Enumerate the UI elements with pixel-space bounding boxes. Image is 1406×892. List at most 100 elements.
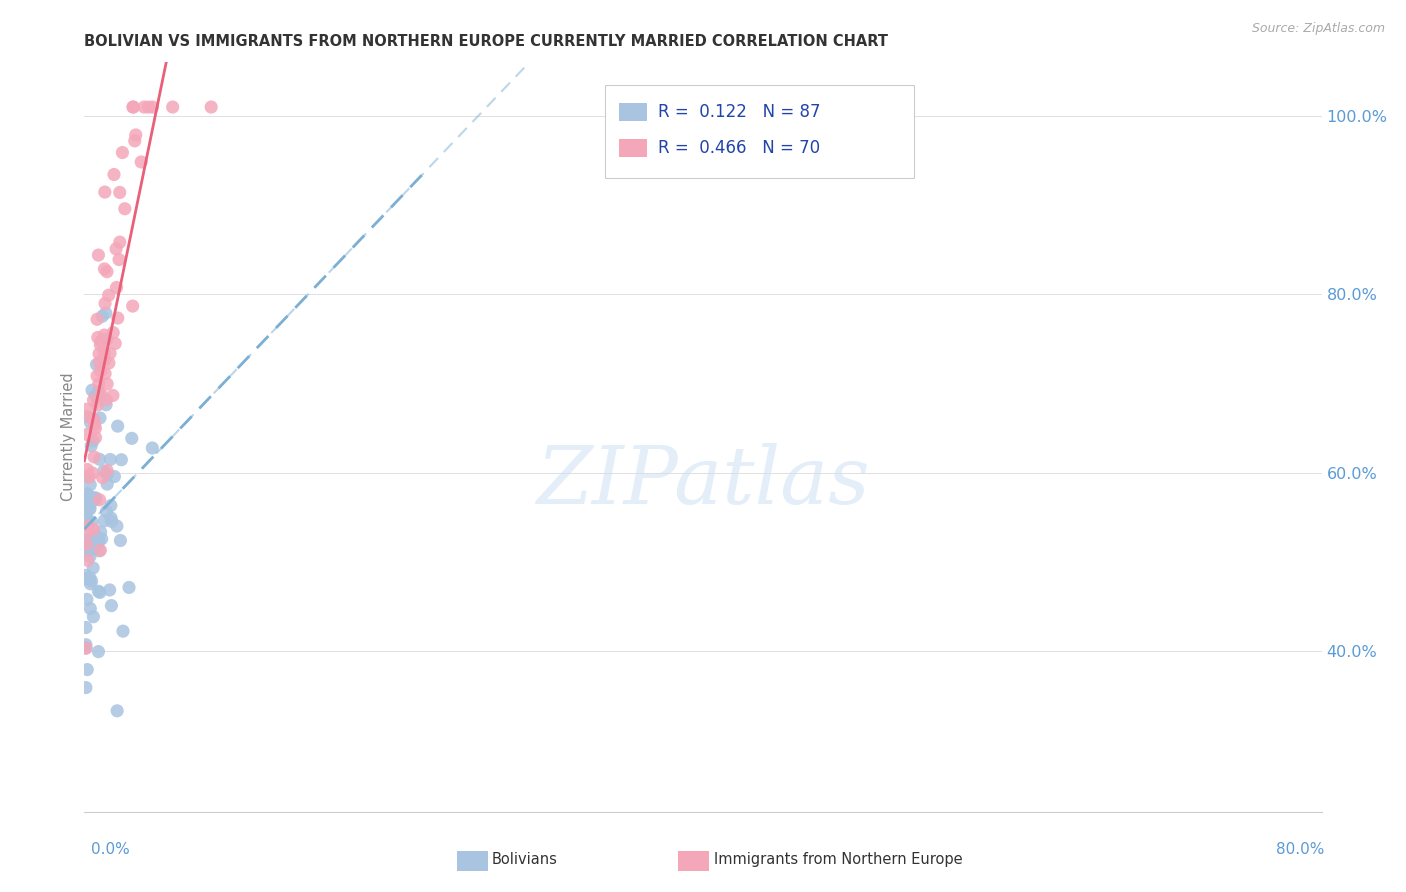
- Point: [89, 585, 111, 599]
- Point: [96, 376, 118, 391]
- Point: [80, 439, 103, 453]
- Point: [87, 533, 110, 548]
- Point: [89, 355, 111, 369]
- Point: [89, 337, 111, 351]
- Point: [76, 402, 98, 417]
- Point: [94, 398, 117, 412]
- Point: [86, 368, 108, 383]
- Point: [79, 410, 101, 425]
- Text: 0.0%: 0.0%: [91, 842, 131, 856]
- Point: [108, 186, 131, 200]
- Point: [76, 488, 98, 502]
- Point: [77, 519, 100, 533]
- Point: [76, 524, 98, 539]
- Point: [84, 389, 107, 403]
- Point: [114, 202, 136, 216]
- Point: [89, 452, 111, 467]
- Point: [83, 412, 105, 426]
- Point: [87, 535, 110, 549]
- Point: [87, 645, 110, 659]
- Point: [96, 265, 118, 279]
- Point: [96, 477, 118, 491]
- Text: ZIPatlas: ZIPatlas: [536, 443, 870, 521]
- Point: [124, 134, 146, 148]
- Point: [108, 235, 131, 249]
- Point: [84, 528, 107, 542]
- Y-axis label: Currently Married: Currently Married: [60, 373, 76, 501]
- Point: [111, 145, 134, 160]
- Point: [94, 296, 117, 310]
- Point: [98, 582, 121, 597]
- Point: [75, 572, 97, 586]
- Point: [79, 502, 101, 516]
- Point: [79, 500, 101, 515]
- Point: [76, 537, 98, 551]
- Point: [94, 306, 117, 320]
- Point: [105, 280, 128, 294]
- Point: [100, 515, 122, 529]
- Point: [86, 358, 108, 372]
- Point: [105, 704, 128, 718]
- Point: [141, 441, 163, 455]
- Point: [79, 416, 101, 430]
- Point: [87, 347, 110, 361]
- Point: [82, 393, 104, 408]
- Point: [82, 434, 104, 448]
- Point: [200, 100, 222, 114]
- Point: [76, 427, 98, 442]
- Point: [96, 332, 118, 346]
- Point: [96, 464, 118, 478]
- Point: [84, 492, 107, 507]
- Point: [103, 469, 125, 483]
- Point: [100, 599, 122, 613]
- Point: [79, 478, 101, 492]
- Point: [108, 252, 131, 267]
- Point: [87, 377, 110, 392]
- Point: [80, 383, 103, 397]
- Point: [96, 467, 118, 482]
- Point: [93, 352, 115, 367]
- Point: [93, 328, 115, 343]
- Point: [75, 513, 97, 527]
- Point: [90, 364, 112, 378]
- Point: [75, 469, 97, 483]
- Point: [80, 531, 103, 545]
- Point: [162, 100, 184, 114]
- Text: BOLIVIAN VS IMMIGRANTS FROM NORTHERN EUROPE CURRENTLY MARRIED CORRELATION CHART: BOLIVIAN VS IMMIGRANTS FROM NORTHERN EUR…: [84, 34, 889, 49]
- Point: [83, 522, 105, 536]
- Point: [98, 452, 121, 467]
- Text: R =  0.122   N = 87: R = 0.122 N = 87: [658, 103, 821, 121]
- Point: [76, 553, 98, 567]
- Point: [93, 345, 115, 359]
- Point: [79, 543, 101, 558]
- Point: [122, 100, 145, 114]
- Point: [90, 532, 112, 546]
- Point: [89, 411, 111, 425]
- Point: [76, 663, 98, 677]
- Point: [110, 452, 132, 467]
- Point: [84, 431, 107, 445]
- Point: [90, 387, 112, 401]
- Point: [77, 470, 100, 484]
- Point: [79, 543, 101, 558]
- Point: [118, 581, 141, 595]
- Point: [75, 640, 97, 655]
- Text: Immigrants from Northern Europe: Immigrants from Northern Europe: [714, 853, 963, 867]
- Point: [84, 421, 107, 435]
- Point: [105, 242, 128, 256]
- Point: [96, 504, 118, 518]
- Point: [142, 100, 165, 114]
- Point: [98, 346, 121, 360]
- Point: [91, 470, 114, 484]
- Point: [84, 388, 107, 402]
- Text: 80.0%: 80.0%: [1277, 842, 1324, 856]
- Point: [125, 128, 148, 142]
- Point: [86, 398, 108, 412]
- Point: [75, 497, 97, 511]
- Point: [94, 367, 117, 381]
- Point: [104, 336, 127, 351]
- Point: [75, 681, 97, 695]
- Text: Source: ZipAtlas.com: Source: ZipAtlas.com: [1251, 22, 1385, 36]
- Point: [83, 450, 105, 464]
- Point: [79, 577, 101, 591]
